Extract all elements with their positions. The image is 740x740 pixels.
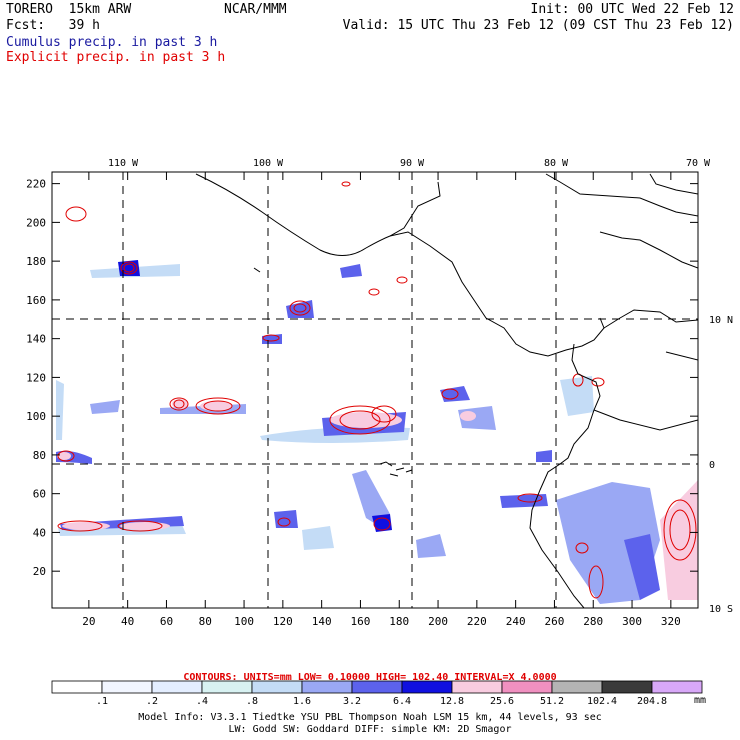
organization: NCAR/MMM: [224, 2, 287, 17]
x-tick-label: 20: [82, 615, 95, 628]
y-tick-label: 20: [33, 565, 46, 578]
model-name: TORERO 15km ARW: [6, 2, 132, 17]
x-tick-label: 160: [351, 615, 371, 628]
y-tick-label: 180: [26, 255, 46, 268]
color-scale-label: .8: [245, 696, 259, 707]
x-tick-label: 120: [273, 615, 293, 628]
y-tick-label: 220: [26, 178, 46, 191]
y-tick-label: 200: [26, 216, 46, 229]
color-scale-label: 1.6: [292, 696, 312, 707]
x-tick-label: 240: [506, 615, 526, 628]
field-cumulus-label: Cumulus precip. in past 3 h: [6, 35, 218, 50]
longitude-label: 90 W: [400, 158, 425, 169]
scale-unit: mm: [694, 695, 707, 706]
x-tick-label: 40: [121, 615, 134, 628]
y-tick-label: 120: [26, 371, 46, 384]
y-tick-label: 100: [26, 410, 46, 423]
x-tick-label: 100: [234, 615, 254, 628]
color-scale-label: 102.4: [586, 696, 618, 707]
map-plot-area: [52, 172, 698, 608]
coastlines: [195, 173, 698, 608]
explicit-precip-contours: [57, 181, 697, 599]
color-scale-bar: [51, 680, 703, 694]
x-tick-label: 140: [312, 615, 332, 628]
valid-time: Valid: 15 UTC Thu 23 Feb 12 (09 CST Thu …: [342, 18, 734, 33]
latitude-label: 0: [709, 460, 715, 471]
longitude-label: 80 W: [544, 158, 569, 169]
color-scale-label: 6.4: [392, 696, 412, 707]
x-tick-label: 180: [389, 615, 409, 628]
latitude-label: 10 S: [709, 604, 733, 615]
y-axis-ticks: 220 200 180 160 140 120 100 80 60 40 20: [26, 178, 698, 578]
longitude-label: 70 W: [686, 158, 711, 169]
longitude-labels: 110 W 100 W 90 W 80 W 70 W: [108, 158, 711, 169]
color-scale-swatch: [651, 680, 703, 694]
x-tick-label: 320: [661, 615, 681, 628]
contours-info: CONTOURS: UNITS=mm LOW= 0.10000 HIGH= 10…: [183, 672, 557, 683]
color-scale-label: .4: [195, 696, 209, 707]
x-tick-label: 260: [545, 615, 565, 628]
y-tick-label: 160: [26, 294, 46, 307]
color-scale-label: .2: [145, 696, 159, 707]
color-scale-label: 204.8: [636, 696, 668, 707]
latitude-label: 10 N: [709, 315, 733, 326]
x-tick-label: 200: [428, 615, 448, 628]
x-tick-label: 220: [467, 615, 487, 628]
model-info-line1: Model Info: V3.3.1 Tiedtke YSU PBL Thomp…: [138, 712, 602, 723]
color-scale-label: 25.6: [489, 696, 515, 707]
color-scale-label: 51.2: [539, 696, 565, 707]
latitude-labels: 10 N 0 10 S: [709, 315, 733, 615]
x-tick-label: 80: [199, 615, 212, 628]
map-frame: [51, 171, 699, 609]
field-explicit-label: Explicit precip. in past 3 h: [6, 50, 226, 65]
x-tick-label: 300: [622, 615, 642, 628]
y-tick-label: 60: [33, 488, 46, 501]
x-tick-label: 60: [160, 615, 173, 628]
cumulus-precip-areas: [56, 260, 698, 604]
x-axis-ticks: 20 40 60 80 100 120 140 160 180 200 220 240 260 280 30…: [82, 172, 681, 628]
y-tick-label: 140: [26, 333, 46, 346]
lat-lon-grid: [52, 172, 698, 608]
forecast-hour: Fcst: 39 h: [6, 18, 100, 33]
y-tick-label: 80: [33, 449, 46, 462]
longitude-label: 110 W: [108, 158, 139, 169]
y-tick-label: 40: [33, 526, 46, 539]
x-tick-label: 280: [583, 615, 603, 628]
init-time: Init: 00 UTC Wed 22 Feb 12: [530, 2, 735, 17]
color-scale-label: .1: [95, 696, 109, 707]
model-info-line2: LW: Godd SW: Goddard DIFF: simple KM: 2D…: [228, 724, 512, 735]
longitude-label: 100 W: [253, 158, 284, 169]
color-scale-label: 3.2: [342, 696, 362, 707]
color-scale-label: 12.8: [439, 696, 465, 707]
